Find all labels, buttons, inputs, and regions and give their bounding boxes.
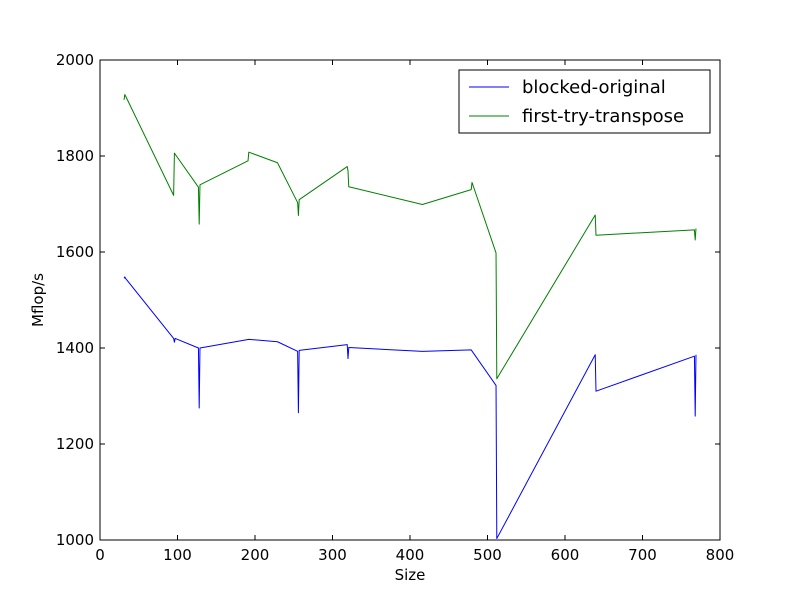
x-tick-label: 600 (551, 546, 580, 564)
x-tick-label: 700 (628, 546, 657, 564)
x-tick-label: 0 (95, 546, 105, 564)
legend: blocked-original first-try-transpose (458, 69, 711, 134)
y-tick-label: 1800 (56, 147, 94, 165)
series-layer (123, 94, 697, 540)
x-tick-label: 200 (241, 546, 270, 564)
x-axis-label: Size (395, 566, 426, 584)
series-line-blocked-original (123, 276, 697, 540)
legend-box (458, 69, 711, 134)
y-tick-label: 1000 (56, 531, 94, 549)
y-tick-label: 1400 (56, 339, 94, 357)
x-tick-label: 400 (396, 546, 425, 564)
x-tick-label: 500 (473, 546, 502, 564)
y-tick-label: 1600 (56, 243, 94, 261)
x-tick-label: 300 (318, 546, 347, 564)
legend-label-first-try-transpose: first-try-transpose (522, 106, 684, 127)
series-line-first-try-transpose (123, 94, 697, 380)
x-tick-label: 800 (706, 546, 735, 564)
y-axis-label: Mflop/s (29, 273, 47, 327)
y-tick-label: 2000 (56, 51, 94, 69)
legend-label-blocked-original: blocked-original (522, 77, 666, 98)
ticks-layer: 0 100 200 300 400 500 600 700 800 1000 1200 1400 160… (56, 51, 735, 564)
x-tick-label: 100 (163, 546, 192, 564)
y-tick-label: 1200 (56, 435, 94, 453)
